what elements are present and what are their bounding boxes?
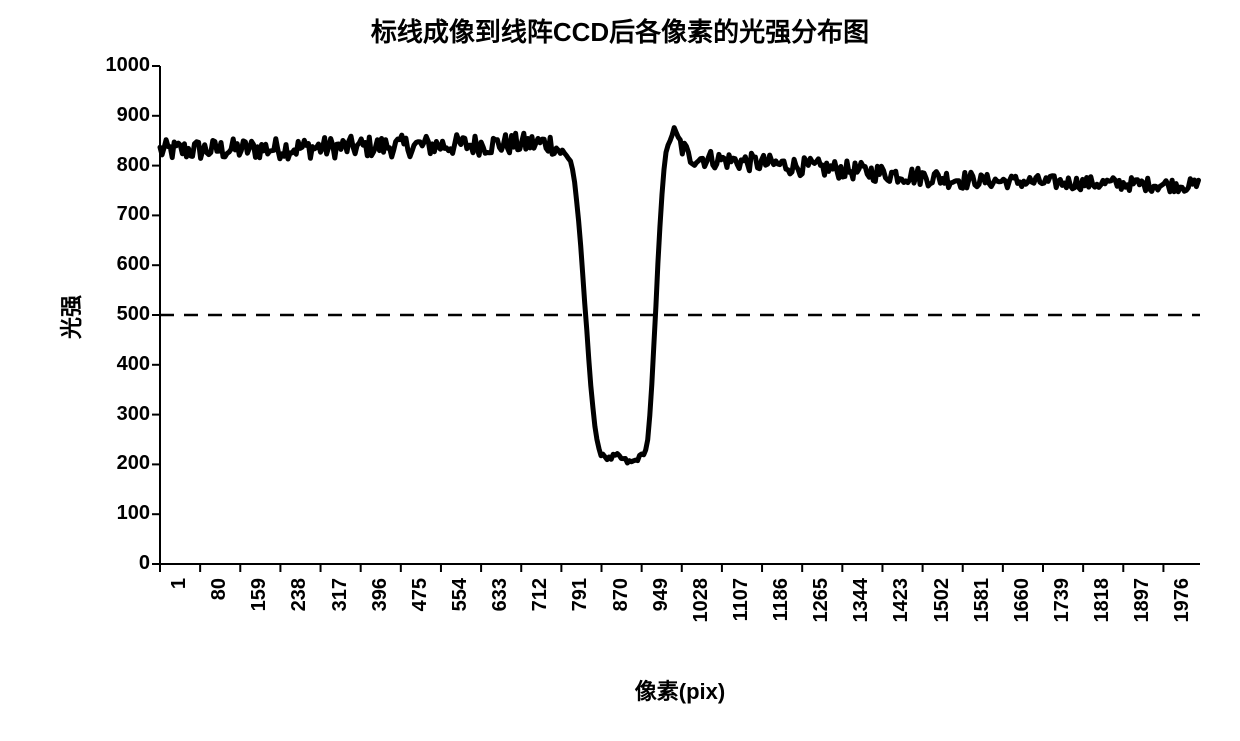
x-tick-label: 1976 xyxy=(1171,578,1194,638)
x-tick-label: 1660 xyxy=(1011,578,1034,638)
y-tick-label: 0 xyxy=(90,552,150,575)
x-tick-label: 1265 xyxy=(810,578,833,638)
x-tick-label: 870 xyxy=(610,578,633,638)
y-tick-label: 500 xyxy=(90,303,150,326)
y-tick-label: 300 xyxy=(90,403,150,426)
x-tick-label: 1502 xyxy=(931,578,954,638)
y-tick-label: 1000 xyxy=(90,54,150,77)
x-tick-label: 317 xyxy=(329,578,352,638)
x-tick-label: 1344 xyxy=(850,578,873,638)
x-tick-label: 1423 xyxy=(890,578,913,638)
x-tick-label: 1 xyxy=(168,578,191,638)
x-tick-label: 475 xyxy=(409,578,432,638)
x-tick-label: 633 xyxy=(489,578,512,638)
x-tick-label: 80 xyxy=(208,578,231,638)
x-tick-label: 238 xyxy=(288,578,311,638)
chart-container: 标线成像到线阵CCD后各像素的光强分布图 光强 像素(pix) 01002003… xyxy=(0,0,1240,741)
x-tick-label: 396 xyxy=(369,578,392,638)
x-tick-label: 1107 xyxy=(730,578,753,638)
x-tick-label: 949 xyxy=(650,578,673,638)
x-tick-label: 791 xyxy=(569,578,592,638)
x-tick-label: 1186 xyxy=(770,578,793,638)
x-tick-label: 1028 xyxy=(690,578,713,638)
y-tick-label: 200 xyxy=(90,452,150,475)
x-tick-label: 159 xyxy=(248,578,271,638)
y-tick-label: 900 xyxy=(90,104,150,127)
x-tick-label: 1581 xyxy=(971,578,994,638)
y-tick-label: 700 xyxy=(90,203,150,226)
x-tick-label: 1818 xyxy=(1091,578,1114,638)
x-tick-label: 1739 xyxy=(1051,578,1074,638)
y-tick-label: 100 xyxy=(90,502,150,525)
x-tick-label: 712 xyxy=(529,578,552,638)
x-tick-label: 1897 xyxy=(1131,578,1154,638)
x-tick-label: 554 xyxy=(449,578,472,638)
y-tick-label: 600 xyxy=(90,253,150,276)
y-tick-label: 400 xyxy=(90,353,150,376)
y-tick-label: 800 xyxy=(90,154,150,177)
